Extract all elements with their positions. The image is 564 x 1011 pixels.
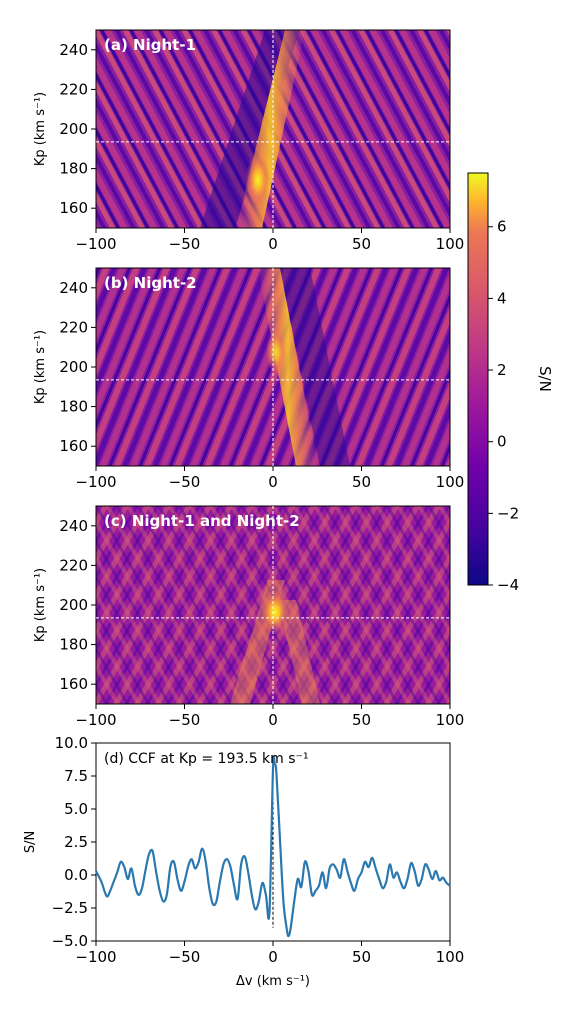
ylabel-d: S/N: [23, 831, 38, 853]
panel-d: (d) CCF at Kp = 193.5 km s⁻¹ −100 −50 0 50 1…: [23, 734, 464, 989]
y-tick-label: 2.5: [64, 833, 88, 851]
signal-streak-b: [258, 268, 318, 466]
colorbar-label: S/N: [536, 366, 554, 392]
y-tick-label: 180: [59, 398, 88, 416]
x-tick-label: 100: [436, 235, 465, 253]
x-tick-label: 0: [268, 948, 278, 966]
y-tick-label: −5.0: [52, 932, 88, 950]
x-tick-label: 50: [352, 948, 371, 966]
peak-c: [261, 590, 289, 634]
ylabel-b: Kp (km s⁻¹): [33, 330, 48, 404]
colorbar-tick-label: 4: [497, 289, 507, 307]
x-tick-label: 0: [268, 711, 278, 729]
heatmap-c: [96, 506, 450, 704]
heatmap-b: [96, 268, 450, 466]
panel-b: (b) Night-2 −100 −50 0 50 100 240 220 200 180 160…: [33, 267, 465, 491]
y-tick-label: 160: [59, 675, 88, 693]
y-tick-label: 7.5: [64, 767, 88, 785]
colorbar-tick-label: −4: [497, 576, 519, 594]
x-tick-label: 100: [436, 948, 465, 966]
ylabel-c: Kp (km s⁻¹): [33, 568, 48, 642]
x-tick-label: −100: [75, 948, 116, 966]
heatmap-a: [96, 30, 450, 228]
x-tick-label: 50: [352, 235, 371, 253]
y-tick-label: 220: [59, 80, 88, 98]
y-tick-label: 10.0: [55, 734, 88, 752]
y-tick-label: −2.5: [52, 899, 88, 917]
y-tick-label: 240: [59, 41, 88, 59]
y-tick-label: 180: [59, 160, 88, 178]
y-tick-label: 220: [59, 556, 88, 574]
y-tick-label: 180: [59, 636, 88, 654]
title-c: (c) Night-1 and Night-2: [104, 512, 300, 530]
y-tick-label: 240: [59, 517, 88, 535]
x-tick-label: −50: [169, 235, 201, 253]
y-tick-label: 240: [59, 279, 88, 297]
colorbar-tick-label: −2: [497, 504, 519, 522]
title-d: (d) CCF at Kp = 193.5 km s⁻¹: [104, 751, 309, 767]
x-tick-label: 100: [436, 711, 465, 729]
x-tick-label: −100: [75, 473, 116, 491]
y-tick-label: 160: [59, 199, 88, 217]
y-tick-label: 200: [59, 120, 88, 138]
y-tick-label: 220: [59, 318, 88, 336]
colorbar-gradient: [467, 172, 489, 586]
y-tick-label: 160: [59, 437, 88, 455]
x-tick-label: −50: [169, 711, 201, 729]
colorbar: 6 4 2 0 −2 −4 S/N: [467, 172, 554, 594]
y-tick-label: 0.0: [64, 866, 88, 884]
ccf-series-line: [95, 755, 451, 938]
y-tick-label: 200: [59, 358, 88, 376]
x-tick-label: 0: [268, 473, 278, 491]
colorbar-tick-label: 0: [497, 433, 507, 451]
y-tick-label: 200: [59, 596, 88, 614]
x-tick-label: 50: [352, 473, 371, 491]
x-tick-label: −100: [75, 711, 116, 729]
panel-c: (c) Night-1 and Night-2 −100 −50 0 50 100 240…: [33, 505, 465, 729]
panel-a: (a) Night-1 −100 −50 0 50 100 240 220 200 180 160…: [33, 29, 465, 253]
title-a: (a) Night-1: [104, 36, 196, 54]
colorbar-tick-label: 6: [497, 218, 507, 236]
x-tick-label: −100: [75, 235, 116, 253]
x-tick-label: 50: [352, 711, 371, 729]
x-tick-label: −50: [169, 473, 201, 491]
y-tick-label: 5.0: [64, 800, 88, 818]
xlabel-d: Δv (km s⁻¹): [236, 974, 310, 989]
peak-b: [266, 330, 286, 374]
peak-a: [246, 154, 270, 206]
x-tick-label: −50: [169, 948, 201, 966]
title-b: (b) Night-2: [104, 274, 197, 292]
x-tick-label: 0: [268, 235, 278, 253]
x-tick-label: 100: [436, 473, 465, 491]
ylabel-a: Kp (km s⁻¹): [33, 92, 48, 166]
colorbar-tick-label: 2: [497, 361, 507, 379]
